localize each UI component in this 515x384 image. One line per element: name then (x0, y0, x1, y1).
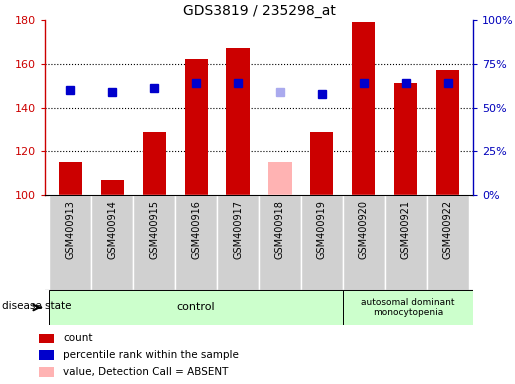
Text: GSM400914: GSM400914 (107, 200, 117, 259)
Bar (436, 70, 459, 195)
Bar (385, 195, 427, 290)
Bar (91, 195, 133, 290)
Bar (143, 132, 166, 195)
Text: percentile rank within the sample: percentile rank within the sample (63, 350, 239, 360)
Bar (39, 334, 55, 343)
Text: GSM400920: GSM400920 (359, 200, 369, 259)
Bar (394, 83, 417, 195)
Text: autosomal dominant
monocytopenia: autosomal dominant monocytopenia (361, 298, 455, 317)
Bar (59, 162, 82, 195)
Bar (49, 290, 343, 325)
Bar (39, 351, 55, 360)
Bar (217, 195, 259, 290)
Bar (259, 195, 301, 290)
Text: value, Detection Call = ABSENT: value, Detection Call = ABSENT (63, 367, 229, 377)
Bar (49, 195, 91, 290)
Bar (301, 195, 343, 290)
Bar (175, 195, 217, 290)
Bar (133, 195, 175, 290)
Text: GSM400916: GSM400916 (191, 200, 201, 259)
Bar (343, 195, 385, 290)
Title: GDS3819 / 235298_at: GDS3819 / 235298_at (182, 3, 335, 18)
Text: disease state: disease state (2, 301, 72, 311)
Text: GSM400917: GSM400917 (233, 200, 243, 259)
Text: GSM400915: GSM400915 (149, 200, 159, 259)
Bar (352, 22, 375, 195)
Bar (39, 367, 55, 377)
Bar (311, 132, 334, 195)
Text: control: control (177, 303, 215, 313)
Bar (184, 60, 208, 195)
Text: GSM400918: GSM400918 (275, 200, 285, 259)
Bar (227, 48, 250, 195)
Text: GSM400922: GSM400922 (443, 200, 453, 259)
Text: GSM400913: GSM400913 (65, 200, 75, 259)
Bar (427, 195, 469, 290)
Bar (268, 162, 291, 195)
Text: GSM400919: GSM400919 (317, 200, 327, 259)
Bar (100, 180, 124, 195)
Bar (343, 290, 473, 325)
Text: count: count (63, 333, 93, 343)
Text: GSM400921: GSM400921 (401, 200, 411, 259)
